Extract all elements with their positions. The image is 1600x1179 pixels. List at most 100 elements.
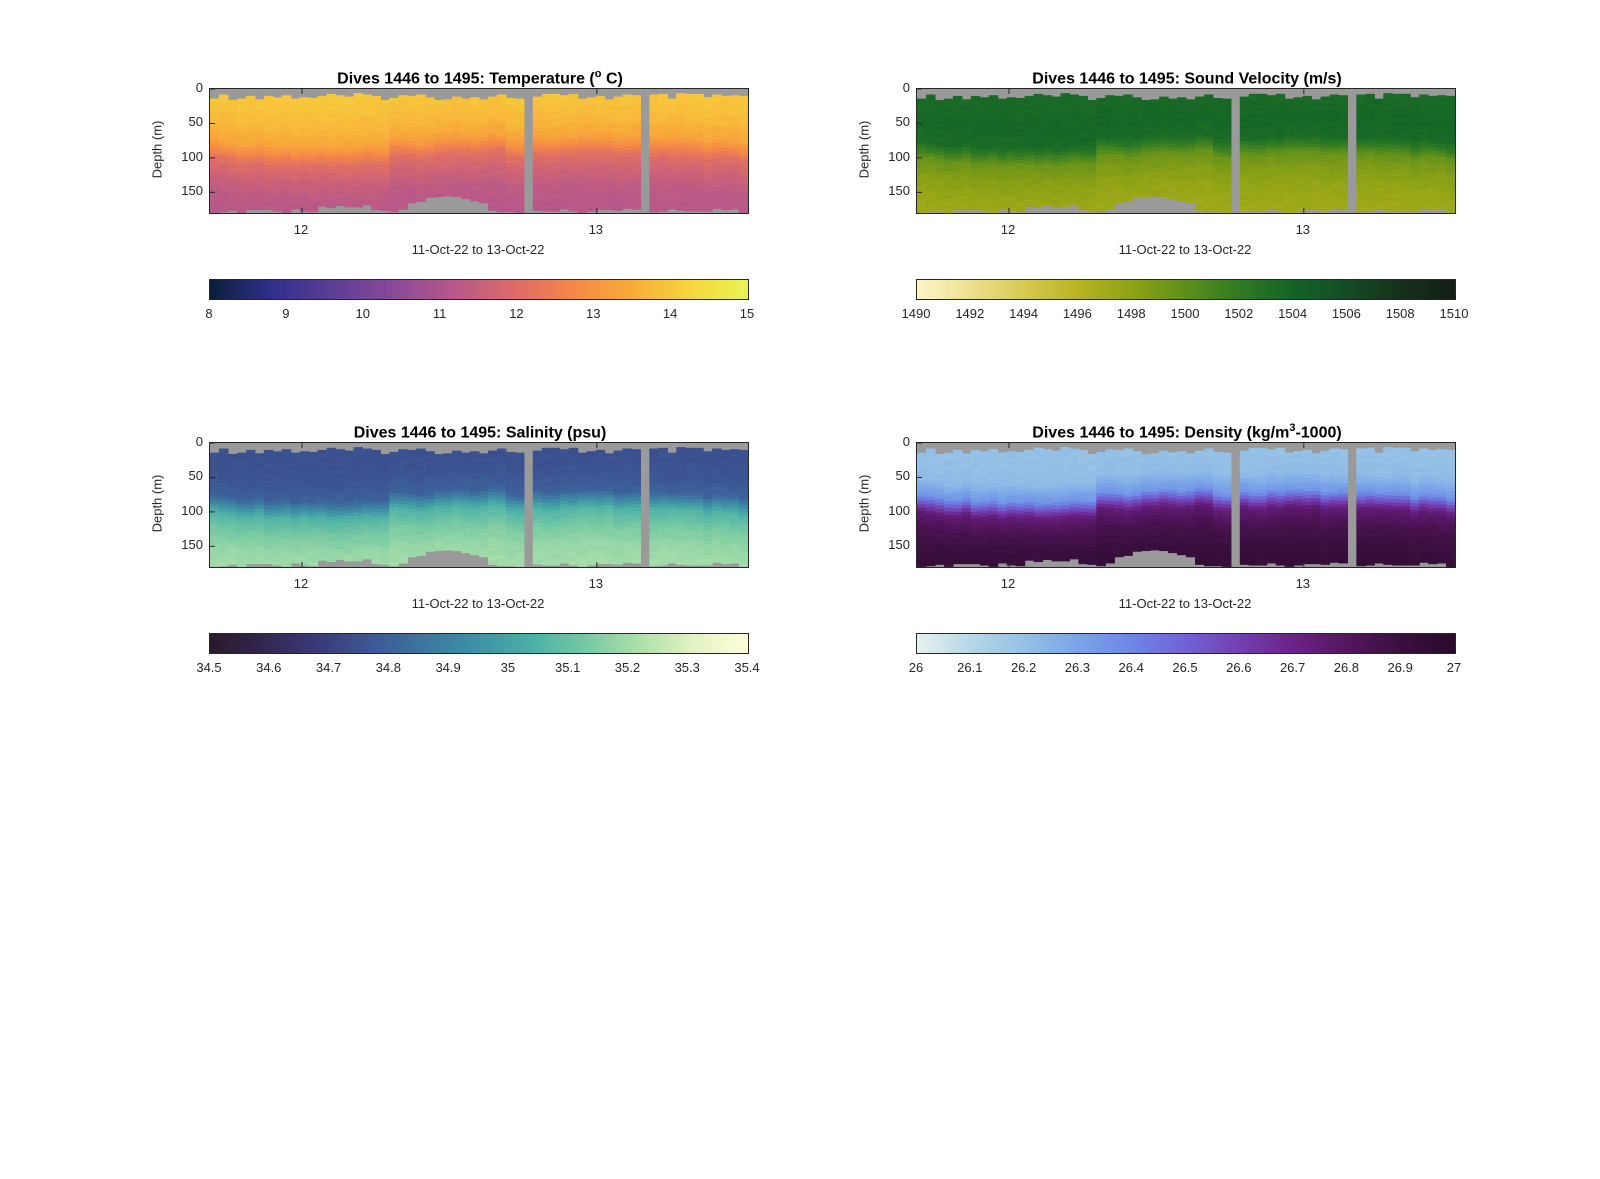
heatmap-cell [353,485,364,490]
heatmap-cell [667,146,677,151]
heatmap-cell [1141,131,1151,136]
heatmap-cell [218,104,229,109]
heatmap-cell [514,473,525,478]
heatmap-cell [308,524,319,529]
heatmap-cell [210,136,220,141]
heatmap-cell [917,164,927,169]
heatmap-cell [1177,145,1187,150]
heatmap-cell [236,542,247,547]
heatmap-cell [1302,175,1313,180]
heatmap-cell [1177,179,1187,184]
heatmap-cell [1168,146,1178,151]
heatmap-cell [227,519,238,524]
heatmap-cell [371,109,381,114]
heatmap-cell [631,170,641,176]
heatmap-cell [461,129,471,134]
heatmap-cell [595,157,606,162]
heatmap-cell [236,115,247,120]
heatmap-cell [514,115,525,120]
heatmap-cell [1437,153,1447,158]
heatmap-cell [371,175,381,180]
heatmap-cell [425,520,435,525]
heatmap-cell [227,193,238,198]
heatmap-cell [425,166,435,171]
heatmap-cell [1069,177,1079,182]
heatmap-cell [1383,179,1393,184]
heatmap-cell [210,146,220,151]
heatmap-cell [1194,182,1205,187]
heatmap-cell [685,204,695,209]
heatmap-cell [667,150,677,155]
heatmap-cell [541,93,552,98]
heatmap-cell [1123,139,1133,144]
heatmap-cell [1078,182,1088,187]
heatmap-cell [1356,104,1366,109]
heatmap-cell [389,538,399,543]
heatmap-cell [1374,160,1384,165]
heatmap-cell [505,125,516,130]
heatmap-cell [496,479,507,484]
heatmap-cell [389,493,399,498]
heatmap-cell [577,205,588,210]
heatmap-cell [371,171,381,176]
heatmap-cell [218,534,229,539]
heatmap-cell [371,508,381,513]
heatmap-cell [210,201,220,207]
heatmap-cell [254,470,265,475]
y-tick-label: 150 [888,183,910,199]
heatmap-cell [979,207,990,212]
heatmap-cell [1060,151,1071,156]
heatmap-cell [1087,168,1097,173]
heatmap-cell [245,525,256,530]
heatmap-cell [604,106,615,111]
heatmap-cell [1096,118,1106,123]
heatmap-cell [1087,189,1097,194]
heatmap-cell [353,454,364,459]
heatmap-cell [1114,185,1124,190]
heatmap-cell [1410,128,1420,133]
heatmap-cell [380,519,390,524]
heatmap-cell [514,160,525,165]
heatmap-cell [1042,157,1053,162]
heatmap-cell [1141,103,1151,108]
heatmap-cell [479,522,489,527]
heatmap-cell [917,143,927,148]
heatmap-cell [380,144,390,149]
heatmap-cell [398,452,408,457]
heatmap-cell [1177,162,1187,167]
heatmap-cell [586,111,597,116]
heatmap-cell [703,117,713,122]
heatmap-cell [1015,115,1026,120]
heatmap-cell [1114,109,1124,114]
heatmap-cell [943,184,954,189]
heatmap-cell [970,126,981,131]
heatmap-cell [739,133,748,138]
heatmap-cell [514,205,525,210]
heatmap-cell [272,527,283,532]
heatmap-cell [1024,157,1035,162]
heatmap-cell [344,172,355,177]
heatmap-cell [1401,200,1411,205]
heatmap-cell [487,512,498,517]
heatmap-cell [1239,168,1250,173]
heatmap-cell [925,97,936,102]
heatmap-cell [227,127,238,132]
heatmap-cell [416,548,426,553]
heatmap-cell [1123,101,1133,106]
heatmap-cell [1194,179,1205,184]
heatmap-cell [416,115,426,120]
heatmap-cell [308,458,319,463]
heatmap-cell [505,482,516,487]
heatmap-cell [559,170,570,176]
heatmap-cell [344,495,355,500]
heatmap-cell [1069,153,1079,158]
heatmap-cell [1060,134,1071,139]
heatmap-cell [272,544,283,549]
heatmap-cell [1132,173,1142,178]
heatmap-cell [1096,139,1106,144]
heatmap-cell [254,501,265,506]
heatmap-cell [335,95,346,100]
heatmap-cell [712,104,722,109]
heatmap-cell [452,144,462,149]
heatmap-cell [676,127,686,132]
